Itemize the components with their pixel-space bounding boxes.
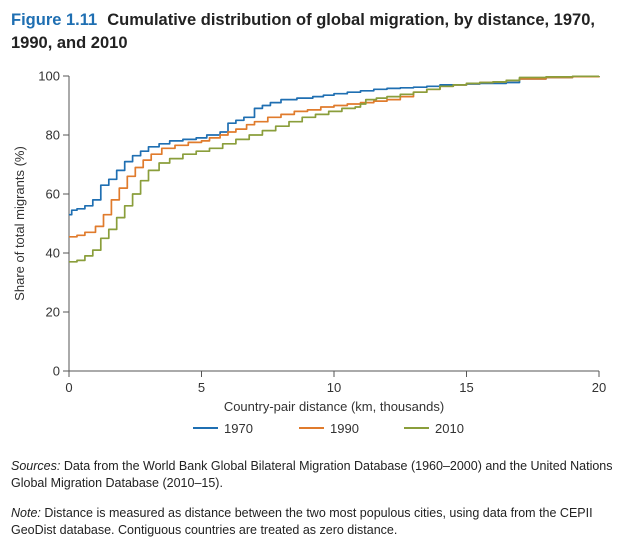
y-tick-label: 60: [46, 187, 60, 202]
sources-text: Data from the World Bank Global Bilatera…: [11, 459, 613, 490]
series-line-2010: [69, 75, 600, 263]
x-axis-label: Country-pair distance (km, thousands): [224, 399, 444, 414]
note-label: Note:: [11, 506, 41, 520]
figure-title-text: Cumulative distribution of global migrat…: [11, 11, 595, 52]
legend-label-1970: 1970: [224, 421, 253, 436]
x-tick-label: 0: [65, 380, 72, 395]
series-line-1970: [69, 75, 600, 216]
y-tick-label: 100: [38, 69, 60, 84]
x-tick-label: 10: [327, 380, 341, 395]
series-line-1990: [69, 75, 600, 238]
note-text: Distance is measured as distance between…: [11, 506, 593, 537]
y-tick-label: 40: [46, 246, 60, 261]
x-tick-label: 5: [198, 380, 205, 395]
chart-series: [69, 75, 600, 263]
sources-note: Sources: Data from the World Bank Global…: [11, 458, 626, 492]
chart-legend: 1970 1990 2010: [193, 421, 464, 436]
chart-axes: 0 20 40 60 80 100 0 5 10 15 20 Country-pair distanc…: [12, 69, 606, 415]
y-tick-label: 20: [46, 305, 60, 320]
legend-label-2010: 2010: [435, 421, 464, 436]
distance-note: Note: Distance is measured as distance b…: [11, 505, 626, 539]
y-tick-label: 0: [53, 364, 60, 379]
sources-label: Sources:: [11, 459, 61, 473]
y-axis-label: Share of total migrants (%): [12, 146, 27, 301]
legend-label-1990: 1990: [330, 421, 359, 436]
x-tick-label: 15: [459, 380, 473, 395]
figure-number: Figure 1.11: [11, 11, 98, 29]
figure-title: Figure 1.11 Cumulative distribution of gl…: [11, 9, 611, 55]
y-tick-label: 80: [46, 128, 60, 143]
cumulative-distribution-chart: 0 20 40 60 80 100 0 5 10 15 20 Country-pair distanc…: [12, 69, 606, 437]
x-tick-label: 20: [592, 380, 606, 395]
